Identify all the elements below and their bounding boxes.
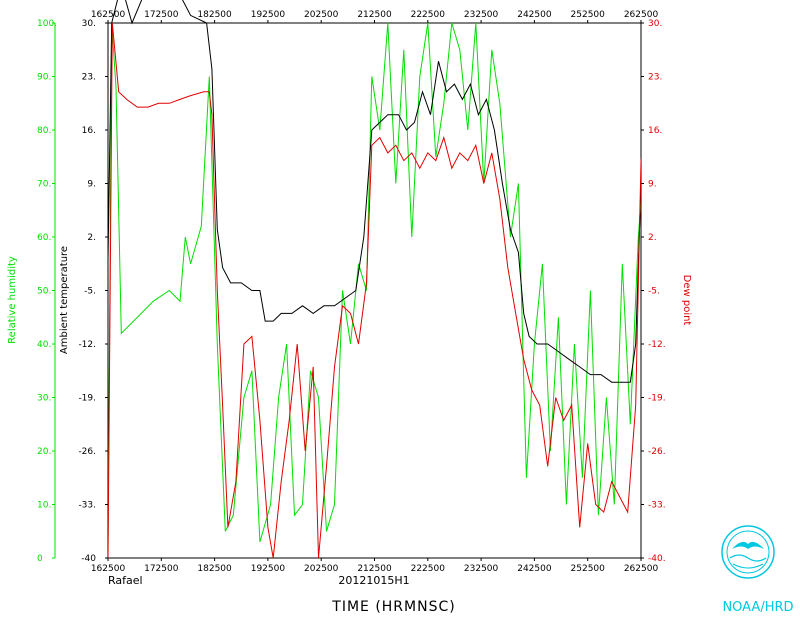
dew-axis-label: Dew point (681, 275, 692, 326)
rh-tick-label: 30. (37, 394, 51, 404)
rh-tick-label: 20. (37, 447, 51, 457)
x-tick-label-top: 182500 (197, 10, 232, 20)
credit-label: NOAA/HRD (722, 600, 793, 615)
logo-lower-arc-icon (732, 563, 764, 569)
x-tick-label-top: 212500 (357, 10, 392, 20)
dew-tick-label: -12. (648, 340, 666, 350)
x-tick-label-bottom: 212500 (357, 564, 392, 574)
dew-tick-label: -33. (648, 501, 666, 511)
x-tick-label-top: 172500 (144, 10, 179, 20)
plot-frame (107, 22, 642, 559)
x-tick-label-bottom: 222500 (411, 564, 446, 574)
rh-tick-label: 90. (37, 73, 51, 83)
x-tick-label-top: 262500 (624, 10, 659, 20)
x-axis-bottom: 162500 172500 182500 192500 202500 212500 2225… (91, 558, 659, 574)
rh-tick-label: 10. (37, 501, 51, 511)
logo-inner-ring (726, 530, 770, 574)
x-tick-label-bottom: 242500 (517, 564, 552, 574)
logo-bird-icon (732, 541, 764, 549)
temp-series-line (108, 0, 641, 383)
x-tick-label-bottom: 232500 (464, 564, 499, 574)
x-tick-label-bottom: 172500 (144, 564, 179, 574)
dew-tick-label: 30. (648, 19, 662, 29)
rh-tick-label: 0 (37, 554, 43, 564)
temp-tick-label: 16. (82, 126, 96, 136)
temp-tick-label: -40 (81, 554, 96, 564)
temp-tick-label: 23. (82, 73, 96, 83)
dew-tick-label: -19. (648, 394, 666, 404)
logo-outer-ring (721, 525, 775, 579)
temp-tick-label: 9. (87, 180, 96, 190)
temp-axis: -40 -33. -26. -19. -12. -5. 2. 9. 16. 23. 30. (78, 19, 108, 564)
storm-name: Rafael (108, 574, 143, 587)
temp-tick-label: 30. (82, 19, 96, 29)
x-tick-label-top: 222500 (411, 10, 446, 20)
dew-tick-label: 2. (648, 233, 657, 243)
rh-tick-label: 100. (37, 19, 57, 29)
flight-id: 20121015H1 (338, 574, 409, 587)
x-tick-label-bottom: 182500 (197, 564, 232, 574)
temp-tick-label: -26. (78, 447, 96, 457)
rh-axis: 0 10. 20. 30. 40. 50. 60. 70. 80. 90. 100. (37, 19, 57, 564)
dew-tick-label: -26. (648, 447, 666, 457)
dew-series-line (108, 22, 641, 559)
x-tick-label-top: 242500 (517, 10, 552, 20)
dew-tick-label: 9. (648, 180, 657, 190)
x-tick-label-bottom: 192500 (251, 564, 286, 574)
temp-tick-label: -12. (78, 340, 96, 350)
x-tick-label-top: 252500 (571, 10, 606, 20)
dew-tick-label: 23. (648, 73, 662, 83)
noaa-logo (721, 525, 775, 579)
x-tick-label-top: 202500 (304, 10, 339, 20)
series-layer (108, 0, 641, 559)
rh-tick-label: 80. (37, 126, 51, 136)
temp-tick-label: -5. (84, 287, 96, 297)
x-axis-label: TIME (HRMNSC) (331, 599, 455, 615)
dew-tick-label: 16. (648, 126, 662, 136)
rh-tick-label: 50. (37, 287, 51, 297)
x-tick-label-bottom: 162500 (91, 564, 126, 574)
rh-series-line (108, 22, 641, 559)
temp-tick-label: -19. (78, 394, 96, 404)
rh-tick-label: 60. (37, 233, 51, 243)
dew-axis: -40. -33. -26. -19. -12. -5. 2. 9. 16. 23. 30. (641, 19, 666, 564)
x-tick-label-bottom: 202500 (304, 564, 339, 574)
dew-tick-label: -5. (648, 287, 660, 297)
x-tick-label-top: 192500 (251, 10, 286, 20)
rh-axis-label: Relative humidity (7, 256, 18, 344)
temp-tick-label: -33. (78, 501, 96, 511)
temp-tick-label: 2. (87, 233, 96, 243)
x-tick-label-bottom: 252500 (571, 564, 606, 574)
rh-tick-label: 40. (37, 340, 51, 350)
rh-tick-label: 70. (37, 180, 51, 190)
logo-wave-icon (729, 554, 767, 562)
x-tick-label-top: 162500 (91, 10, 126, 20)
dew-tick-label: -40. (648, 554, 666, 564)
x-tick-label-top: 232500 (464, 10, 499, 20)
x-axis-top: 162500 172500 182500 192500 202500 212500 2225… (91, 10, 659, 23)
temp-axis-label: Ambient temperature (59, 246, 70, 354)
x-tick-label-bottom: 262500 (624, 564, 659, 574)
